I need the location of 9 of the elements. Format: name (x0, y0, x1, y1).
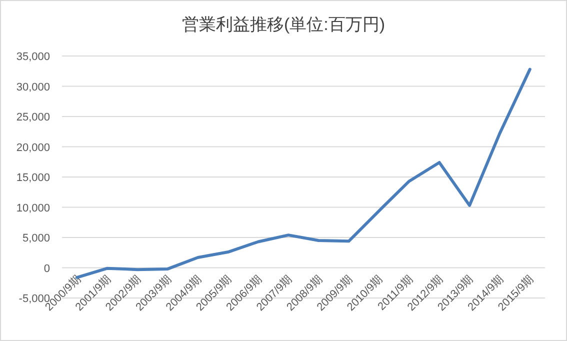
y-tick-label: 35,000 (16, 51, 50, 63)
y-tick-label: 20,000 (16, 142, 50, 154)
y-tick-label: 30,000 (16, 81, 50, 94)
y-tick-label: 0 (44, 262, 50, 275)
y-tick-label: 15,000 (16, 172, 50, 184)
y-tick-label: 25,000 (16, 112, 50, 124)
y-tick-label: 5,000 (22, 232, 50, 244)
y-tick-label: 10,000 (16, 202, 50, 214)
title: 営業利益推移(単位:百万円) (182, 15, 386, 34)
